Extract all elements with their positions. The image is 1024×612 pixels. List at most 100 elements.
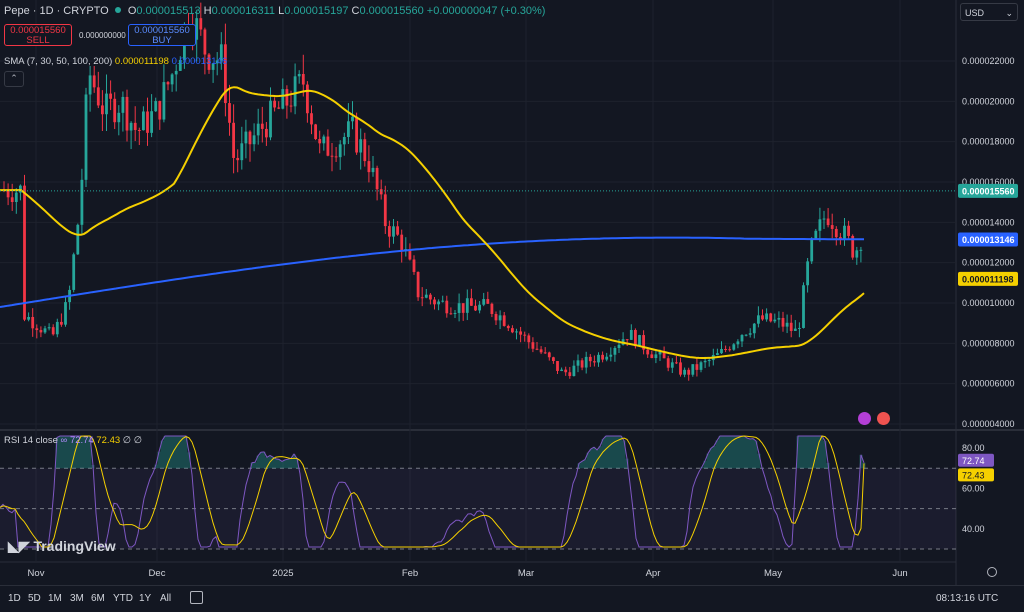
- candle-body: [363, 139, 367, 162]
- candle-body: [92, 75, 96, 88]
- candle-body: [203, 29, 207, 55]
- candle-body: [154, 101, 158, 112]
- candle-body: [609, 354, 613, 357]
- timeframe-1d[interactable]: 1D: [8, 593, 21, 604]
- candle-body: [47, 327, 51, 329]
- candle-body: [736, 341, 740, 345]
- candle-body: [613, 347, 617, 355]
- candle-body: [732, 344, 736, 350]
- candle-body: [166, 82, 170, 85]
- candle-body: [461, 303, 465, 313]
- sell-button[interactable]: 0.000015560 SELL: [4, 24, 72, 46]
- calendar-icon[interactable]: [190, 591, 203, 604]
- candle-body: [662, 351, 666, 359]
- candle-body: [826, 218, 830, 226]
- candle-body: [76, 224, 80, 255]
- candle-body: [601, 354, 604, 360]
- utc-clock[interactable]: 08:13:16 UTC: [936, 593, 999, 604]
- timeframe-6m[interactable]: 6M: [91, 593, 105, 604]
- sma-legend[interactable]: SMA (7, 30, 50, 100, 200) 0.000011198 0.…: [4, 56, 227, 67]
- timeframe-1m[interactable]: 1M: [48, 593, 62, 604]
- candle-body: [72, 254, 76, 290]
- time-tick-label: Jun: [892, 568, 907, 579]
- buy-button[interactable]: 0.000015560 BUY: [128, 24, 196, 46]
- candle-body: [515, 331, 518, 333]
- timeframe-all[interactable]: All: [160, 593, 172, 604]
- candle-body: [646, 349, 650, 355]
- lightning-icon[interactable]: [858, 412, 871, 425]
- candle-body: [568, 372, 572, 377]
- candle-body: [605, 356, 609, 360]
- candle-body: [773, 319, 777, 322]
- candle-body: [396, 226, 399, 235]
- settings-icon[interactable]: [987, 567, 997, 577]
- candle-body: [207, 54, 211, 70]
- candle-body: [174, 70, 178, 75]
- candle-body: [367, 161, 371, 173]
- candle-body: [474, 305, 477, 311]
- candle-body: [744, 334, 748, 336]
- collapse-legend-icon[interactable]: ⌃: [4, 71, 24, 87]
- candle-body: [334, 156, 338, 158]
- candle-body: [748, 333, 752, 335]
- candle-body: [531, 342, 535, 349]
- rsi-legend[interactable]: RSI 14 close ∞ 72.74 72.43 ∅ ∅: [4, 435, 142, 446]
- candle-body: [470, 298, 473, 306]
- candle-body: [498, 315, 502, 321]
- candle-body: [338, 144, 342, 158]
- candle-body: [408, 249, 412, 260]
- timeframe-ytd[interactable]: YTD: [113, 593, 133, 604]
- candle-body: [523, 334, 527, 336]
- candle-body: [502, 315, 506, 326]
- candle-body: [683, 369, 686, 375]
- candle-body: [383, 194, 387, 227]
- timeframe-1y[interactable]: 1Y: [139, 593, 152, 604]
- candle-body: [818, 219, 822, 231]
- candle-body: [564, 369, 568, 373]
- candle-body: [273, 100, 276, 108]
- candle-body: [260, 123, 264, 129]
- candle-body: [650, 354, 654, 359]
- candle-body: [23, 185, 26, 320]
- candle-body: [297, 74, 301, 77]
- candle-body: [35, 328, 39, 331]
- candle-body: [658, 351, 662, 355]
- candle-body: [527, 335, 531, 343]
- candle-body: [326, 136, 330, 156]
- us-flag-icon[interactable]: [877, 412, 891, 425]
- rsi-ma-line: [0, 435, 865, 548]
- candle-body: [478, 304, 481, 311]
- candle-body: [96, 87, 100, 106]
- candle-body: [506, 325, 510, 329]
- currency-select[interactable]: USD ⌄: [960, 3, 1018, 21]
- timeframe-5d[interactable]: 5D: [28, 593, 41, 604]
- rsi-ma-value: 72.43: [96, 435, 121, 446]
- sell-price: 0.000015560: [10, 25, 66, 36]
- chevron-down-icon: ⌄: [1005, 8, 1013, 18]
- logo-glyph-icon: ◣◤: [8, 538, 34, 554]
- price-tick-label: 0.000010000: [962, 298, 1015, 308]
- time-tick-label: Feb: [402, 568, 418, 579]
- candle-body: [675, 362, 678, 364]
- candle-body: [834, 228, 838, 238]
- last-price-tag-bg: [958, 183, 1018, 198]
- candle-body: [248, 131, 252, 145]
- candle-body: [240, 143, 244, 161]
- candle-body: [6, 190, 10, 198]
- timeframe-3m[interactable]: 3M: [70, 593, 84, 604]
- candle-body: [695, 364, 699, 370]
- candle-body: [10, 197, 14, 202]
- price-tick-label: 0.000006000: [962, 379, 1015, 389]
- candle-body: [211, 63, 215, 70]
- time-tick-label: Mar: [518, 568, 534, 579]
- last-price-tag: 0.000015560: [962, 186, 1015, 196]
- candle-body: [724, 348, 727, 350]
- candle-body: [224, 44, 227, 104]
- candle-body: [781, 317, 785, 327]
- candle-body: [232, 122, 235, 158]
- candle-body: [228, 103, 231, 123]
- event-markers[interactable]: [858, 412, 891, 430]
- symbol-title[interactable]: Pepe · 1D · CRYPTO: [4, 5, 109, 17]
- rsi-tick-label: 40.00: [962, 524, 985, 534]
